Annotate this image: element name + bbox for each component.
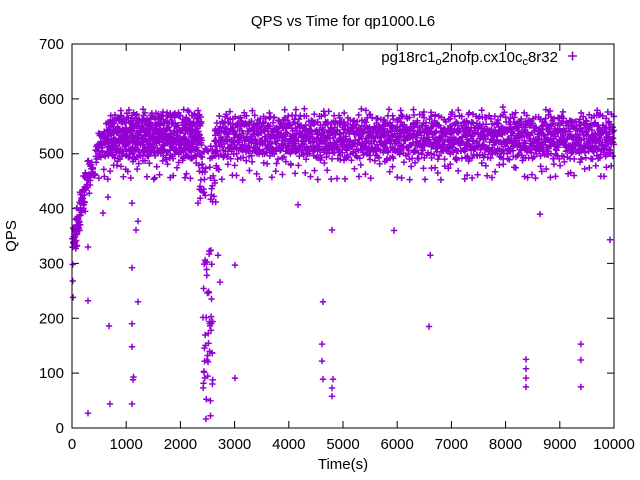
y-tick-label: 600 xyxy=(39,91,64,108)
plot-border xyxy=(71,43,615,429)
x-tick-label: 0 xyxy=(68,436,76,453)
y-tick-label: 100 xyxy=(39,365,64,382)
x-tick-label: 10000 xyxy=(593,436,635,453)
x-tick-label: 2000 xyxy=(164,436,197,453)
y-tick-label: 300 xyxy=(39,255,64,272)
chart-title: QPS vs Time for qp1000.L6 xyxy=(251,13,435,30)
y-tick-label: 500 xyxy=(39,146,64,163)
y-axis-ticks: 0 100 200 300 400 500 600 700 xyxy=(39,36,614,437)
x-axis-label: Time(s) xyxy=(318,456,368,473)
scatter-points xyxy=(69,103,618,423)
x-axis-ticks: 0 1000 2000 3000 4000 5000 6000 7000 8000 9000 100… xyxy=(68,44,635,453)
x-tick-label: 1000 xyxy=(110,436,143,453)
series-plus-markers xyxy=(69,103,618,423)
x-tick-label: 5000 xyxy=(326,436,359,453)
y-tick-label: 200 xyxy=(39,310,64,327)
x-tick-label: 3000 xyxy=(218,436,251,453)
y-tick-label: 700 xyxy=(39,36,64,53)
legend: pg18rc1o2nofp.cx10cc8r32 xyxy=(381,49,577,68)
x-tick-label: 4000 xyxy=(272,436,305,453)
x-tick-label: 6000 xyxy=(381,436,414,453)
y-axis-label: QPS xyxy=(3,220,20,252)
y-tick-label: 0 xyxy=(56,420,64,437)
legend-marker-plus-icon xyxy=(568,51,577,61)
x-tick-label: 9000 xyxy=(543,436,576,453)
x-tick-label: 8000 xyxy=(489,436,522,453)
legend-series-label: pg18rc1o2nofp.cx10cc8r32 xyxy=(381,49,558,68)
y-axis: QPS 0 100 200 300 400 500 600 700 xyxy=(3,36,614,437)
y-tick-label: 400 xyxy=(39,201,64,218)
x-tick-label: 7000 xyxy=(435,436,468,453)
